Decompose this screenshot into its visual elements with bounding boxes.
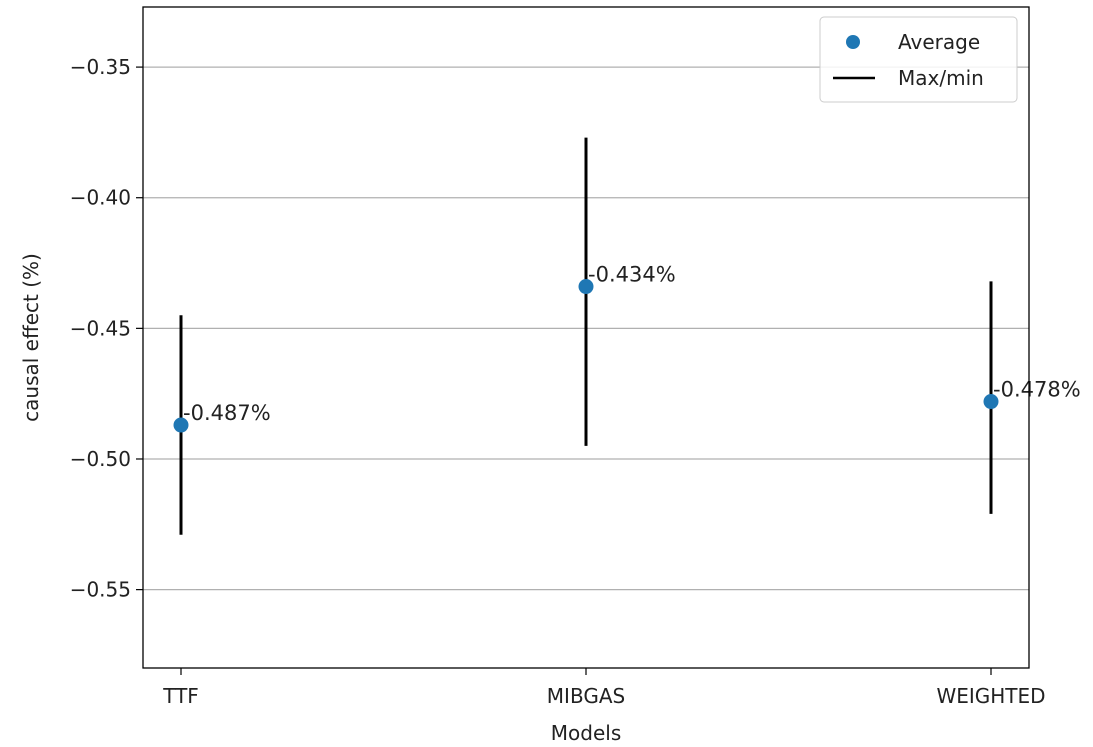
x-axis-label: Models: [551, 721, 621, 745]
x-tick-label: WEIGHTED: [936, 684, 1045, 708]
x-tick-label: MIBGAS: [547, 684, 625, 708]
y-tick-label: −0.50: [70, 447, 131, 471]
average-points: [173, 279, 999, 433]
average-point: [983, 394, 999, 410]
legend-label-average: Average: [898, 30, 980, 54]
legend-box: [819, 16, 1018, 103]
y-axis: −0.55 −0.50 −0.45 −0.40 −0.35: [70, 55, 143, 602]
y-tick-label: −0.35: [70, 55, 131, 79]
legend-marker-average: [846, 35, 860, 49]
y-axis-label: causal effect (%): [19, 253, 43, 422]
legend-label-max-min: Max/min: [898, 66, 984, 90]
data-label: -0.478%: [993, 378, 1081, 402]
data-labels: -0.487% -0.434% -0.478%: [183, 263, 1081, 425]
y-tick-label: −0.40: [70, 186, 131, 210]
x-tick-label: TTF: [162, 684, 199, 708]
y-tick-label: −0.55: [70, 578, 131, 602]
data-label: -0.434%: [588, 263, 676, 287]
average-point: [173, 417, 189, 433]
average-point: [578, 279, 594, 295]
data-label: -0.487%: [183, 401, 271, 425]
y-tick-label: −0.45: [70, 316, 131, 340]
x-axis: TTF MIBGAS WEIGHTED: [162, 668, 1046, 708]
legend: Average Max/min: [819, 16, 1018, 103]
